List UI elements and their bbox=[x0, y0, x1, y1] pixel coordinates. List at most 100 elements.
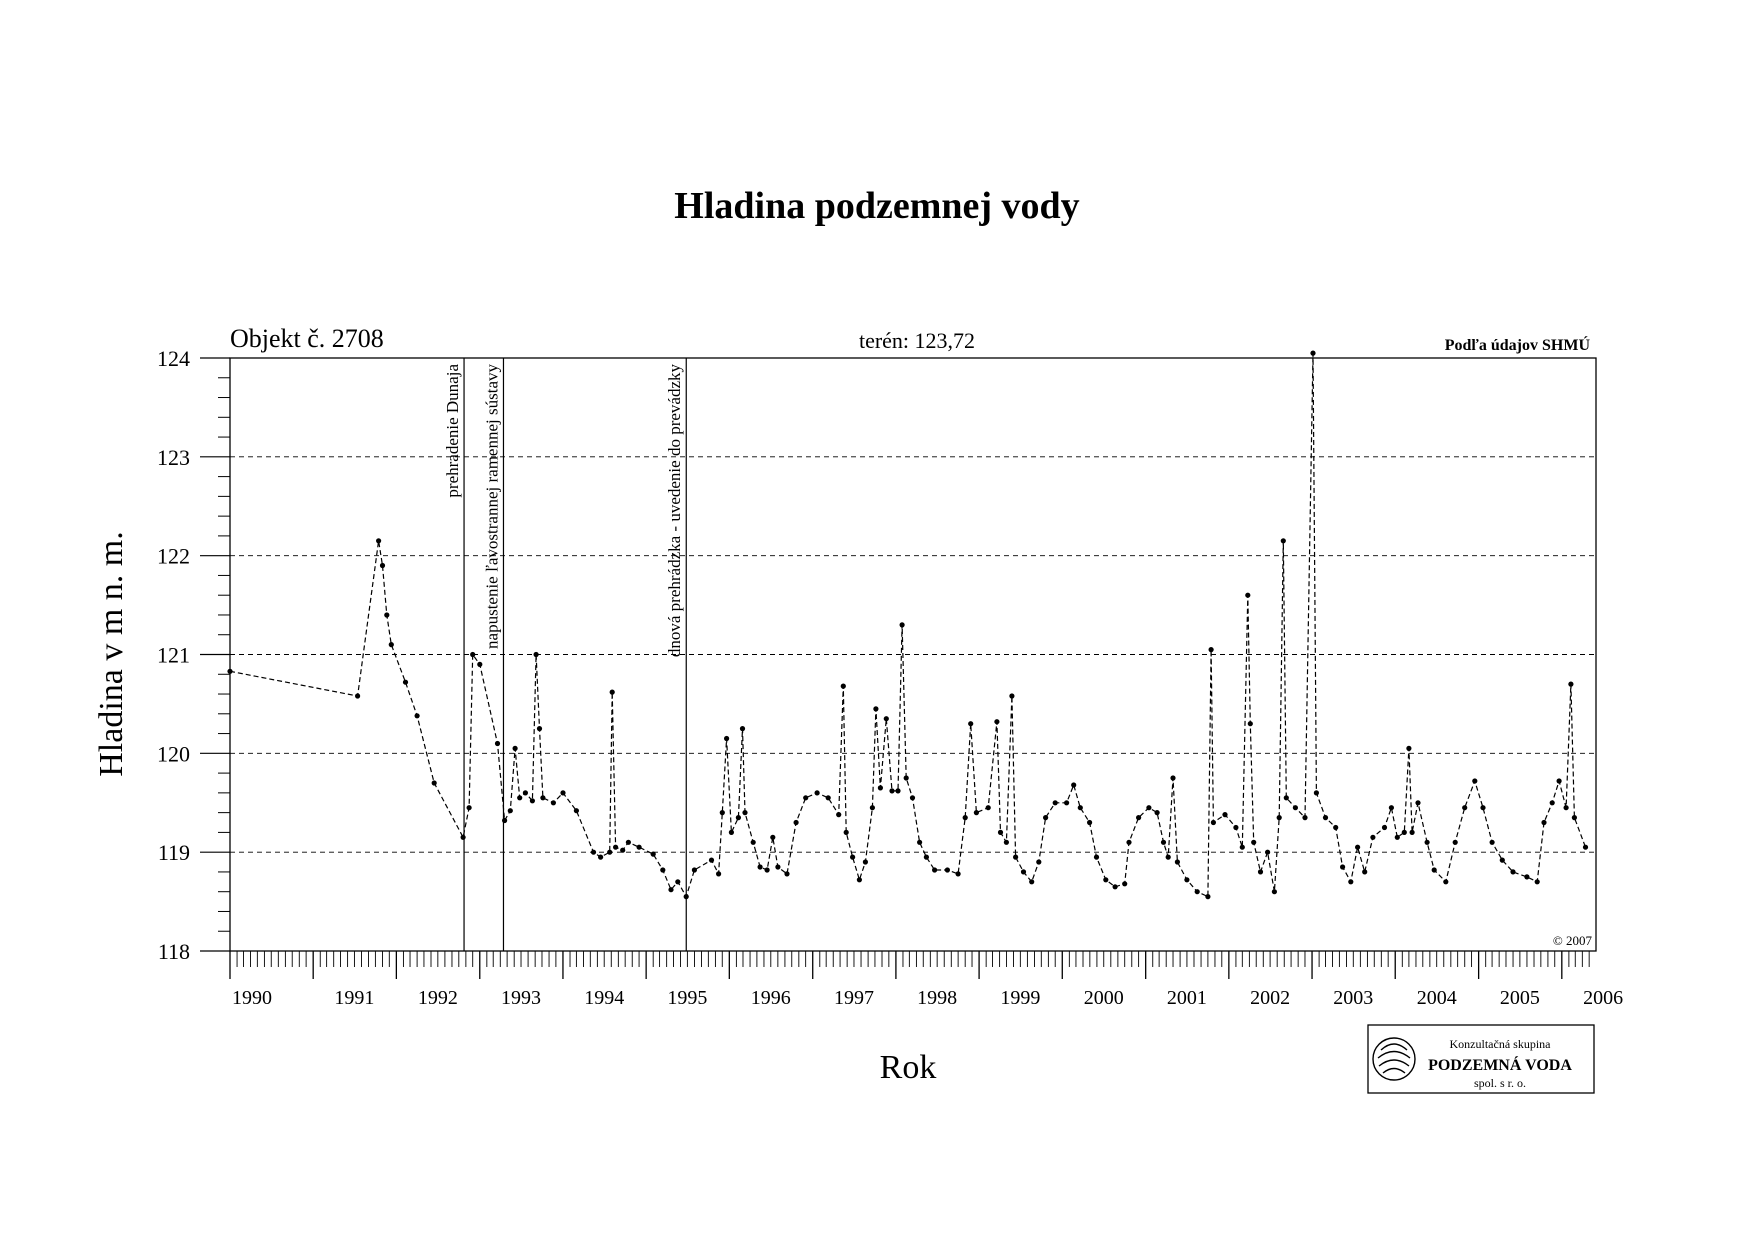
data-point bbox=[1563, 805, 1569, 811]
event-label: dnová prehrádzka - uvedenie do prevádzky bbox=[665, 364, 684, 658]
x-tick-label: 1998 bbox=[917, 987, 957, 1009]
data-point bbox=[1064, 800, 1070, 806]
data-point bbox=[843, 829, 849, 836]
event-markers: prehradenie Dunaja napustenie ľavostranne… bbox=[443, 358, 687, 951]
x-axis-title: Rok bbox=[880, 1049, 937, 1086]
y-tick-label: 123 bbox=[157, 445, 190, 470]
data-point bbox=[862, 859, 869, 865]
data-point bbox=[529, 798, 536, 804]
data-point bbox=[1077, 805, 1083, 811]
data-point bbox=[1388, 805, 1394, 811]
data-point bbox=[962, 815, 968, 821]
x-tick-label: 1993 bbox=[501, 987, 541, 1009]
data-point bbox=[512, 745, 518, 752]
data-point bbox=[379, 562, 386, 569]
copyright-label: © 2007 bbox=[1553, 933, 1593, 948]
data-point bbox=[1489, 839, 1495, 845]
data-point bbox=[609, 689, 615, 695]
y-tick-label: 118 bbox=[158, 939, 190, 964]
data-point bbox=[944, 867, 951, 873]
data-point bbox=[985, 805, 991, 811]
x-axis: 1990 1991 1992 1993 1994 1995 1996 1997 1998 1999… bbox=[229, 951, 1623, 1009]
data-point bbox=[607, 849, 613, 855]
data-point bbox=[968, 721, 974, 727]
x-tick-label: 1992 bbox=[418, 987, 458, 1009]
data-point bbox=[1292, 805, 1298, 811]
data-point bbox=[909, 795, 916, 801]
data-point bbox=[1370, 834, 1376, 840]
data-point bbox=[856, 877, 863, 883]
logo-line-3: spol. s r. o. bbox=[1474, 1076, 1526, 1090]
data-point bbox=[889, 788, 895, 794]
data-point bbox=[494, 740, 501, 747]
data-point bbox=[613, 844, 619, 850]
data-point bbox=[402, 679, 409, 685]
data-point bbox=[1154, 810, 1160, 816]
data-point bbox=[869, 805, 876, 811]
data-point bbox=[460, 834, 466, 840]
data-point bbox=[1233, 824, 1239, 831]
data-point bbox=[750, 839, 756, 845]
data-point bbox=[1165, 854, 1171, 860]
data-point bbox=[1251, 839, 1257, 845]
logo-line-2: PODZEMNÁ VODA bbox=[1428, 1055, 1572, 1074]
data-point bbox=[770, 834, 776, 840]
data-point bbox=[1071, 782, 1077, 788]
data-point bbox=[1480, 805, 1486, 811]
data-point bbox=[708, 857, 715, 863]
y-axis: 118 119 120 121 122 123 124 bbox=[157, 346, 230, 964]
grid-lines bbox=[230, 456, 1596, 853]
data-point bbox=[1462, 805, 1468, 811]
data-point bbox=[1355, 844, 1361, 850]
data-point bbox=[388, 642, 394, 648]
data-point bbox=[764, 867, 770, 873]
data-point bbox=[899, 622, 905, 628]
data-point bbox=[1126, 839, 1132, 845]
data-point bbox=[742, 810, 748, 816]
data-point bbox=[1322, 815, 1329, 821]
data-point bbox=[1424, 839, 1430, 845]
x-tick-label: 1996 bbox=[751, 987, 791, 1009]
data-point bbox=[625, 839, 632, 845]
data-point bbox=[590, 849, 597, 855]
data-point bbox=[803, 795, 809, 801]
data-point bbox=[825, 795, 831, 801]
x-tick-label: 1990 bbox=[232, 987, 272, 1009]
series-line bbox=[229, 353, 1587, 899]
data-point bbox=[1549, 800, 1555, 806]
data-point bbox=[1122, 881, 1128, 887]
data-point bbox=[355, 693, 361, 699]
data-point bbox=[1146, 805, 1152, 811]
data-point bbox=[1401, 829, 1407, 836]
data-point bbox=[1112, 884, 1118, 890]
data-point bbox=[1415, 800, 1421, 806]
data-point bbox=[1276, 815, 1282, 821]
x-tick-label: 1991 bbox=[334, 987, 374, 1009]
data-point bbox=[517, 795, 523, 801]
data-point bbox=[739, 726, 746, 732]
data-point bbox=[1571, 815, 1577, 821]
data-point bbox=[1510, 869, 1516, 875]
data-point bbox=[836, 812, 842, 818]
event-label: napustenie ľavostrannej ramennej sústavy bbox=[482, 364, 501, 649]
data-point bbox=[1302, 815, 1308, 821]
data-point bbox=[1394, 834, 1400, 840]
data-point bbox=[1043, 815, 1049, 821]
data-point bbox=[1333, 824, 1339, 831]
data-point bbox=[923, 854, 930, 860]
data-point bbox=[735, 815, 742, 821]
data-point bbox=[1406, 745, 1412, 752]
data-point bbox=[683, 894, 689, 900]
data-point bbox=[1013, 854, 1019, 860]
data-point bbox=[955, 871, 961, 877]
x-tick-label: 1999 bbox=[1000, 987, 1040, 1009]
data-point bbox=[994, 719, 1000, 725]
data-point bbox=[1029, 879, 1035, 885]
data-point bbox=[470, 651, 476, 658]
data-point bbox=[1362, 869, 1368, 875]
data-point bbox=[1534, 879, 1540, 885]
data-point bbox=[728, 829, 735, 836]
x-tick-label: 2001 bbox=[1167, 987, 1207, 1009]
series-level bbox=[227, 350, 1589, 900]
